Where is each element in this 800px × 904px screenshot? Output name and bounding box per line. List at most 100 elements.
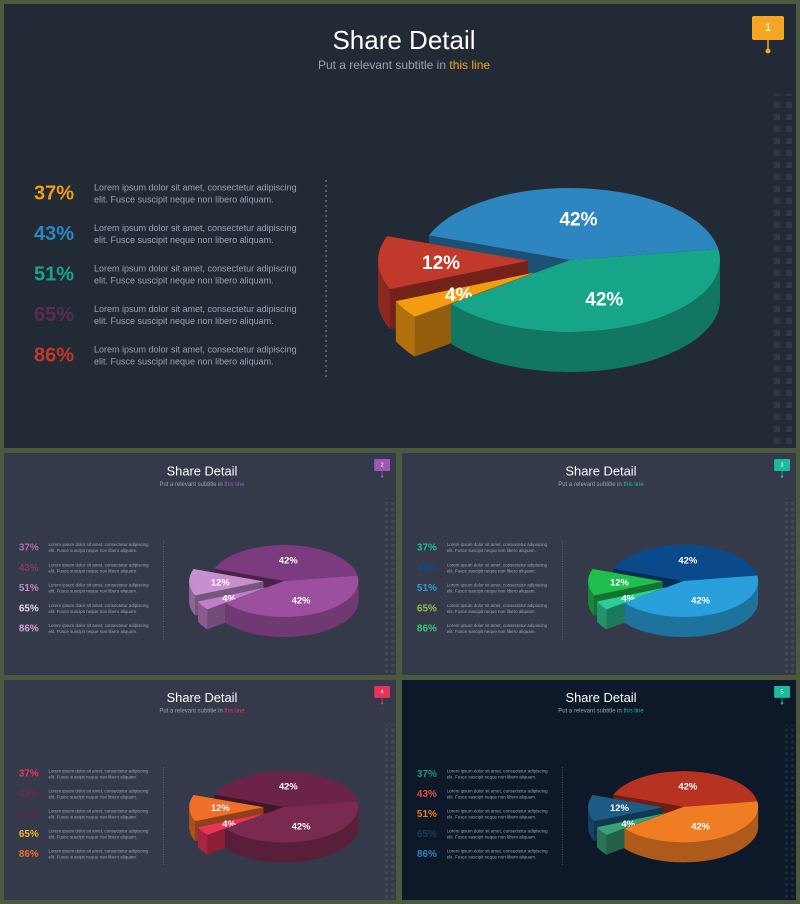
stat-text: elit. Fusce suscipit neque non libero al…	[447, 548, 536, 553]
stat-percent: 51%	[19, 809, 39, 820]
dot-pattern	[782, 724, 796, 900]
stat-text: Lorem ipsum dolor sit amet, consectetur …	[447, 788, 548, 793]
slice-label: 4%	[621, 818, 635, 829]
stat-text: Lorem ipsum dolor sit amet, consectetur …	[94, 344, 297, 354]
slice-top	[624, 575, 759, 617]
page-number: 4	[381, 689, 384, 695]
page-tab-dot	[765, 48, 771, 54]
stat-text: elit. Fusce suscipit neque non libero al…	[447, 814, 536, 819]
subtitle-highlight: this line	[623, 482, 644, 488]
slide-title: Share Detail	[565, 463, 636, 478]
subtitle-highlight: this line	[623, 708, 644, 714]
slice-top	[189, 569, 264, 596]
stat-text: elit. Fusce suscipit neque non libero al…	[447, 855, 536, 860]
slide-subtitle: Put a relevant subtitle in this line	[159, 708, 245, 714]
stat-text: elit. Fusce suscipit neque non libero al…	[49, 609, 138, 614]
slice-label: 42%	[559, 209, 597, 230]
stat-percent: 86%	[417, 849, 437, 860]
slice-outer-wall	[596, 827, 607, 855]
slice-top	[613, 771, 758, 807]
stat-text: Lorem ipsum dolor sit amet, consectetur …	[49, 542, 150, 547]
subtitle-text: Put a relevant subtitle in	[318, 58, 449, 72]
slice-top	[451, 248, 720, 333]
stat-text: elit. Fusce suscipit neque non libero al…	[49, 855, 138, 860]
stat-text: Lorem ipsum dolor sit amet, consectetur …	[49, 788, 149, 793]
stat-percent: 43%	[19, 789, 39, 800]
subtitle-text: Put a relevant subtitle in	[558, 708, 623, 714]
slice-label: 4%	[621, 593, 635, 604]
slice-label: 42%	[279, 556, 298, 567]
slide: 4 Share Detail Put a relevant subtitle in …	[4, 680, 396, 900]
slice-label: 42%	[691, 820, 711, 831]
stat-percent: 37%	[19, 769, 39, 780]
stat-text: Lorem ipsum dolor sit amet, consectetur …	[49, 768, 149, 773]
stat-percent: 86%	[34, 344, 74, 366]
slice-label: 42%	[292, 596, 311, 607]
page-tab	[374, 685, 391, 698]
slide-subtitle: Put a relevant subtitle in this line	[160, 482, 246, 488]
slide: 1 Share Detail Put a relevant subtitle in …	[4, 4, 796, 448]
slice-label: 42%	[292, 820, 311, 831]
stat-text: elit. Fusce suscipit neque non libero al…	[447, 835, 536, 840]
page-tab	[752, 16, 784, 40]
slice-top	[225, 801, 359, 843]
stat-percent: 65%	[417, 603, 437, 614]
slice-top	[378, 236, 529, 290]
dot-pattern	[382, 724, 396, 900]
stat-percent: 65%	[34, 304, 74, 326]
slice-top	[214, 771, 358, 807]
slice-outer-wall	[588, 580, 595, 616]
slice-label: 4%	[222, 818, 236, 829]
stat-text: Lorem ipsum dolor sit amet, consectetur …	[94, 182, 297, 192]
stat-text: elit. Fusce suscipit neque non libero al…	[49, 589, 138, 594]
slice-outer-wall	[596, 601, 607, 630]
stat-percent: 51%	[19, 583, 39, 594]
dot-pattern	[768, 94, 796, 448]
stat-percent: 51%	[417, 809, 437, 820]
stat-text: elit. Fusce suscipit neque non libero al…	[49, 834, 138, 839]
stat-text: elit. Fusce suscipit neque non libero al…	[49, 568, 138, 573]
pie-slice: 42%	[451, 248, 720, 372]
stat-percent: 51%	[417, 583, 437, 594]
stat-text: elit. Fusce suscipit neque non libero al…	[94, 316, 274, 326]
slice-label: 42%	[678, 781, 698, 792]
slice-top	[624, 801, 759, 843]
stat-text: Lorem ipsum dolor sit amet, consectetur …	[49, 583, 150, 588]
stat-text: Lorem ipsum dolor sit amet, consectetur …	[447, 603, 548, 608]
slice-label: 12%	[610, 802, 630, 813]
stat-percent: 65%	[19, 603, 39, 614]
stat-text: Lorem ipsum dolor sit amet, consectetur …	[447, 768, 548, 773]
stat-percent: 86%	[417, 624, 437, 635]
stat-percent: 37%	[417, 769, 437, 780]
page-number: 1	[765, 22, 771, 34]
stat-text: Lorem ipsum dolor sit amet, consectetur …	[94, 223, 297, 233]
slide-title: Share Detail	[167, 463, 238, 478]
pie-slice: 42%	[624, 575, 759, 637]
slice-top	[189, 794, 264, 822]
slice-top	[395, 272, 534, 317]
stat-text: Lorem ipsum dolor sit amet, consectetur …	[49, 829, 149, 834]
stat-text: Lorem ipsum dolor sit amet, consectetur …	[94, 304, 297, 314]
slice-outer-wall	[624, 581, 759, 637]
stat-text: elit. Fusce suscipit neque non libero al…	[447, 568, 536, 573]
slide: 3 Share Detail Put a relevant subtitle in …	[402, 453, 796, 675]
page-tab-dot	[780, 702, 784, 705]
stat-text: elit. Fusce suscipit neque non libero al…	[49, 629, 138, 634]
page-tab	[374, 459, 391, 471]
page-number: 5	[781, 689, 784, 695]
page-tab-dot	[780, 475, 784, 478]
stat-text: Lorem ipsum dolor sit amet, consectetur …	[447, 808, 548, 813]
slice-top	[588, 569, 663, 596]
page-number: 2	[381, 462, 384, 468]
slide: 2 Share Detail Put a relevant subtitle in …	[4, 453, 396, 675]
subtitle-text: Put a relevant subtitle in	[160, 482, 225, 488]
subtitle-highlight: this line	[224, 708, 245, 714]
stat-text: elit. Fusce suscipit neque non libero al…	[49, 548, 138, 553]
slide-subtitle: Put a relevant subtitle in this line	[318, 58, 490, 72]
page-number: 3	[781, 462, 784, 468]
stat-text: Lorem ipsum dolor sit amet, consectetur …	[49, 849, 149, 854]
stat-text: Lorem ipsum dolor sit amet, consectetur …	[94, 263, 297, 273]
slice-label: 42%	[691, 596, 710, 607]
slice-label: 12%	[211, 577, 230, 588]
